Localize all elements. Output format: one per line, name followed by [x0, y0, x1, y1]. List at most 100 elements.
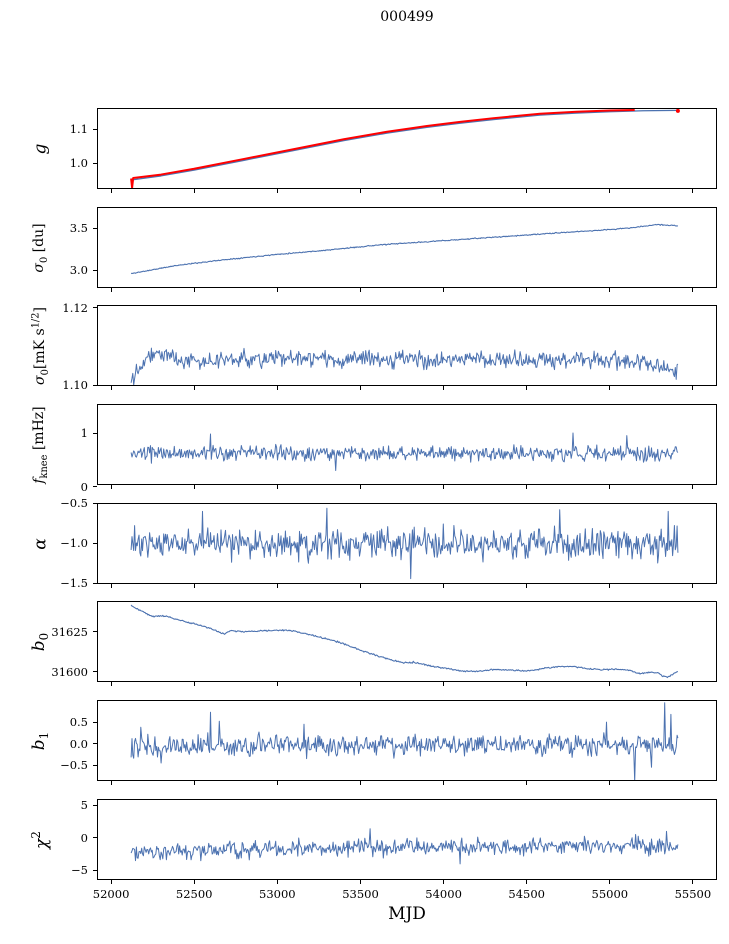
panel-b1-plot: [97, 700, 717, 781]
y-tick-mark: [93, 128, 97, 130]
y-tick-label: 5: [80, 798, 88, 813]
y-tick-label: 0: [80, 479, 88, 494]
y-tick-mark: [93, 307, 97, 309]
y-tick-mark: [93, 542, 97, 544]
x-tick-label: 53000: [259, 887, 296, 901]
y-tick-label: −1.5: [60, 576, 88, 591]
x-tick-mark: [360, 880, 361, 884]
y-axis-label-b1: b1: [28, 731, 52, 750]
b0-line: [130, 604, 679, 679]
y-tick-mark: [93, 432, 97, 434]
y-axis-label-b0: b0: [28, 632, 52, 651]
y-tick-mark: [93, 721, 97, 723]
y-tick-mark: [93, 162, 97, 164]
gain-endpoint-marker: [675, 108, 680, 113]
x-tick-mark: [360, 584, 361, 588]
x-tick-mark: [609, 584, 611, 588]
y-tick-label: 1: [80, 426, 88, 440]
y-tick-label: 0.0: [69, 736, 88, 751]
y-tick-mark: [93, 631, 97, 633]
panel-border: [97, 700, 717, 781]
x-tick-label: 55500: [674, 887, 712, 901]
x-tick-mark: [443, 781, 445, 785]
x-tick-mark: [526, 189, 528, 193]
x-tick-mark: [526, 880, 528, 884]
panel-alpha-plot: [97, 503, 717, 584]
x-tick-mark: [609, 288, 611, 292]
x-tick-mark: [692, 781, 694, 785]
x-tick-label: 54000: [425, 887, 462, 901]
panel-sigma0-du: [97, 207, 717, 288]
x-tick-mark: [193, 386, 195, 390]
sigma0-du-line: [130, 223, 679, 275]
x-tick-mark: [110, 189, 112, 193]
x-tick-mark: [360, 386, 361, 390]
panel-sigma0-mks-plot: [97, 305, 717, 386]
x-tick-mark: [110, 781, 112, 785]
sigma0-mks-line: [130, 347, 679, 386]
x-tick-label: 54500: [508, 887, 545, 901]
x-tick-mark: [692, 386, 694, 390]
x-tick-label: 52500: [175, 887, 213, 901]
panel-b0-plot: [97, 601, 717, 682]
panel-fknee-plot: [97, 404, 717, 485]
y-tick-mark: [93, 384, 97, 386]
y-axis-label-g: g: [30, 143, 51, 154]
panel-g: [97, 108, 717, 189]
x-tick-mark: [609, 189, 611, 193]
chart-title: 000499: [380, 9, 434, 25]
y-axis-label-sigma0-mks: σ0[mK s1/2]: [30, 306, 51, 385]
y-axis-label-fknee: fknee [mHz]: [31, 405, 50, 484]
panel-border: [97, 108, 717, 189]
y-tick-label: 0.5: [69, 715, 88, 730]
x-tick-mark: [110, 880, 112, 884]
x-tick-mark: [692, 880, 694, 884]
panel-sigma0-mks: [97, 305, 717, 386]
x-tick-mark: [193, 485, 195, 489]
y-tick-mark: [93, 837, 97, 839]
y-tick-mark: [93, 743, 97, 745]
x-tick-mark: [526, 288, 528, 292]
panel-border: [97, 601, 717, 682]
chi2-line: [130, 828, 679, 865]
panel-alpha: [97, 503, 717, 584]
y-tick-mark: [93, 804, 97, 806]
x-tick-mark: [110, 288, 112, 292]
panel-border: [97, 404, 717, 485]
x-tick-mark: [609, 386, 611, 390]
x-tick-mark: [193, 781, 195, 785]
panel-b1: [97, 700, 717, 781]
y-tick-label: 1.12: [62, 300, 88, 315]
y-tick-mark: [93, 869, 97, 871]
alpha-line: [130, 507, 679, 580]
y-tick-mark: [93, 582, 97, 584]
x-tick-mark: [110, 584, 112, 588]
y-tick-label: 0: [80, 830, 88, 845]
panel-border: [97, 207, 717, 288]
panel-sigma0-du-plot: [97, 207, 717, 288]
y-tick-label: 1.1: [69, 122, 88, 137]
x-tick-mark: [609, 682, 611, 686]
panel-border: [97, 305, 717, 386]
panel-b0: [97, 601, 717, 682]
x-tick-mark: [443, 682, 445, 686]
y-tick-mark: [93, 671, 97, 673]
panel-chi2: [97, 799, 717, 880]
panel-chi2-plot: [97, 799, 717, 880]
y-tick-label: 3.0: [69, 263, 88, 278]
y-tick-label: 31625: [51, 624, 88, 639]
panel-fknee: [97, 404, 717, 485]
x-tick-mark: [360, 682, 361, 686]
x-tick-mark: [193, 682, 195, 686]
x-tick-mark: [443, 386, 445, 390]
x-tick-mark: [110, 682, 112, 686]
x-tick-mark: [692, 189, 694, 193]
panel-border: [97, 503, 717, 584]
y-tick-mark: [93, 269, 97, 271]
y-tick-label: −0.5: [60, 758, 88, 773]
x-tick-mark: [276, 386, 278, 390]
x-tick-mark: [692, 584, 694, 588]
y-tick-mark: [93, 502, 97, 504]
x-tick-mark: [692, 682, 694, 686]
